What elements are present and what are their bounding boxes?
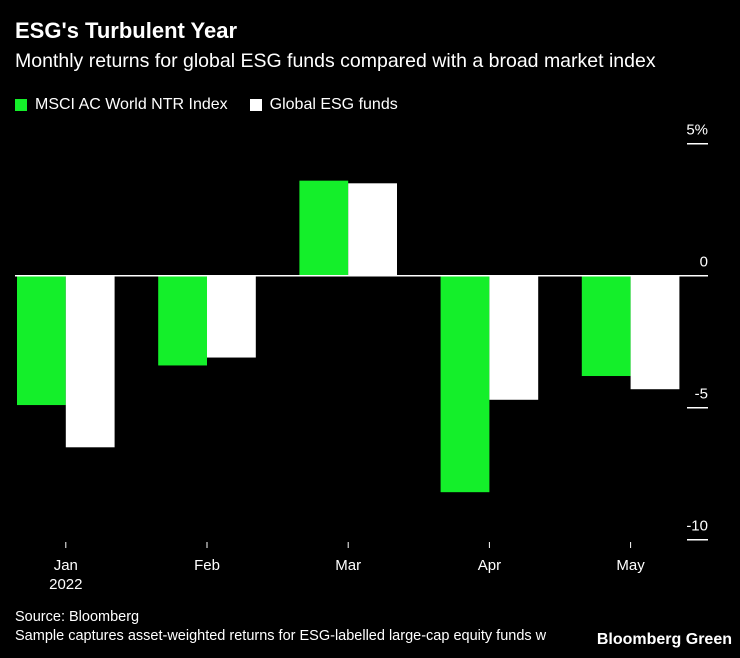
bar-jan-msci bbox=[17, 275, 66, 406]
x-label-jan: Jan bbox=[54, 557, 78, 574]
legend-label-msci: MSCI AC World NTR Index bbox=[35, 96, 228, 113]
bar-feb-esg bbox=[207, 275, 256, 358]
bar-jan-esg bbox=[65, 275, 115, 448]
x-label-apr: Apr bbox=[478, 557, 501, 574]
source-note: Source: Bloomberg bbox=[15, 609, 140, 625]
x-sublabel-year: 2022 bbox=[49, 576, 82, 593]
chart-title: ESG's Turbulent Year bbox=[15, 18, 238, 43]
bar-chart: Jan 2022 Feb Mar Apr May 5% 0 -5 -10 bbox=[15, 122, 708, 593]
legend-swatch-msci bbox=[15, 99, 27, 111]
bar-feb-msci bbox=[158, 275, 207, 366]
bar-may-msci bbox=[581, 275, 631, 377]
x-label-feb: Feb bbox=[194, 557, 220, 574]
legend-item-msci: MSCI AC World NTR Index bbox=[15, 96, 228, 114]
legend-label-esg: Global ESG funds bbox=[269, 96, 398, 113]
legend-item-esg: Global ESG funds bbox=[249, 96, 398, 114]
bar-mar-esg bbox=[348, 183, 397, 276]
y-tick-label: -5 bbox=[695, 386, 708, 403]
y-tick-label: 5% bbox=[686, 122, 708, 139]
legend-swatch-esg bbox=[249, 99, 262, 111]
x-label-mar: Mar bbox=[335, 557, 361, 574]
y-tick-label: 0 bbox=[700, 254, 708, 271]
bar-apr-msci bbox=[440, 275, 490, 493]
brand-logo: Bloomberg Green bbox=[592, 631, 732, 649]
bar-may-esg bbox=[630, 275, 680, 390]
y-tick-label: -10 bbox=[686, 518, 708, 535]
bar-mar-msci bbox=[299, 180, 349, 276]
x-label-may: May bbox=[616, 557, 645, 574]
footnote: Sample captures asset-weighted returns f… bbox=[15, 628, 547, 644]
bar-apr-esg bbox=[489, 275, 539, 400]
chart-subtitle: Monthly returns for global ESG funds com… bbox=[15, 50, 656, 72]
legend: MSCI AC World NTR Index Global ESG funds bbox=[15, 96, 398, 114]
